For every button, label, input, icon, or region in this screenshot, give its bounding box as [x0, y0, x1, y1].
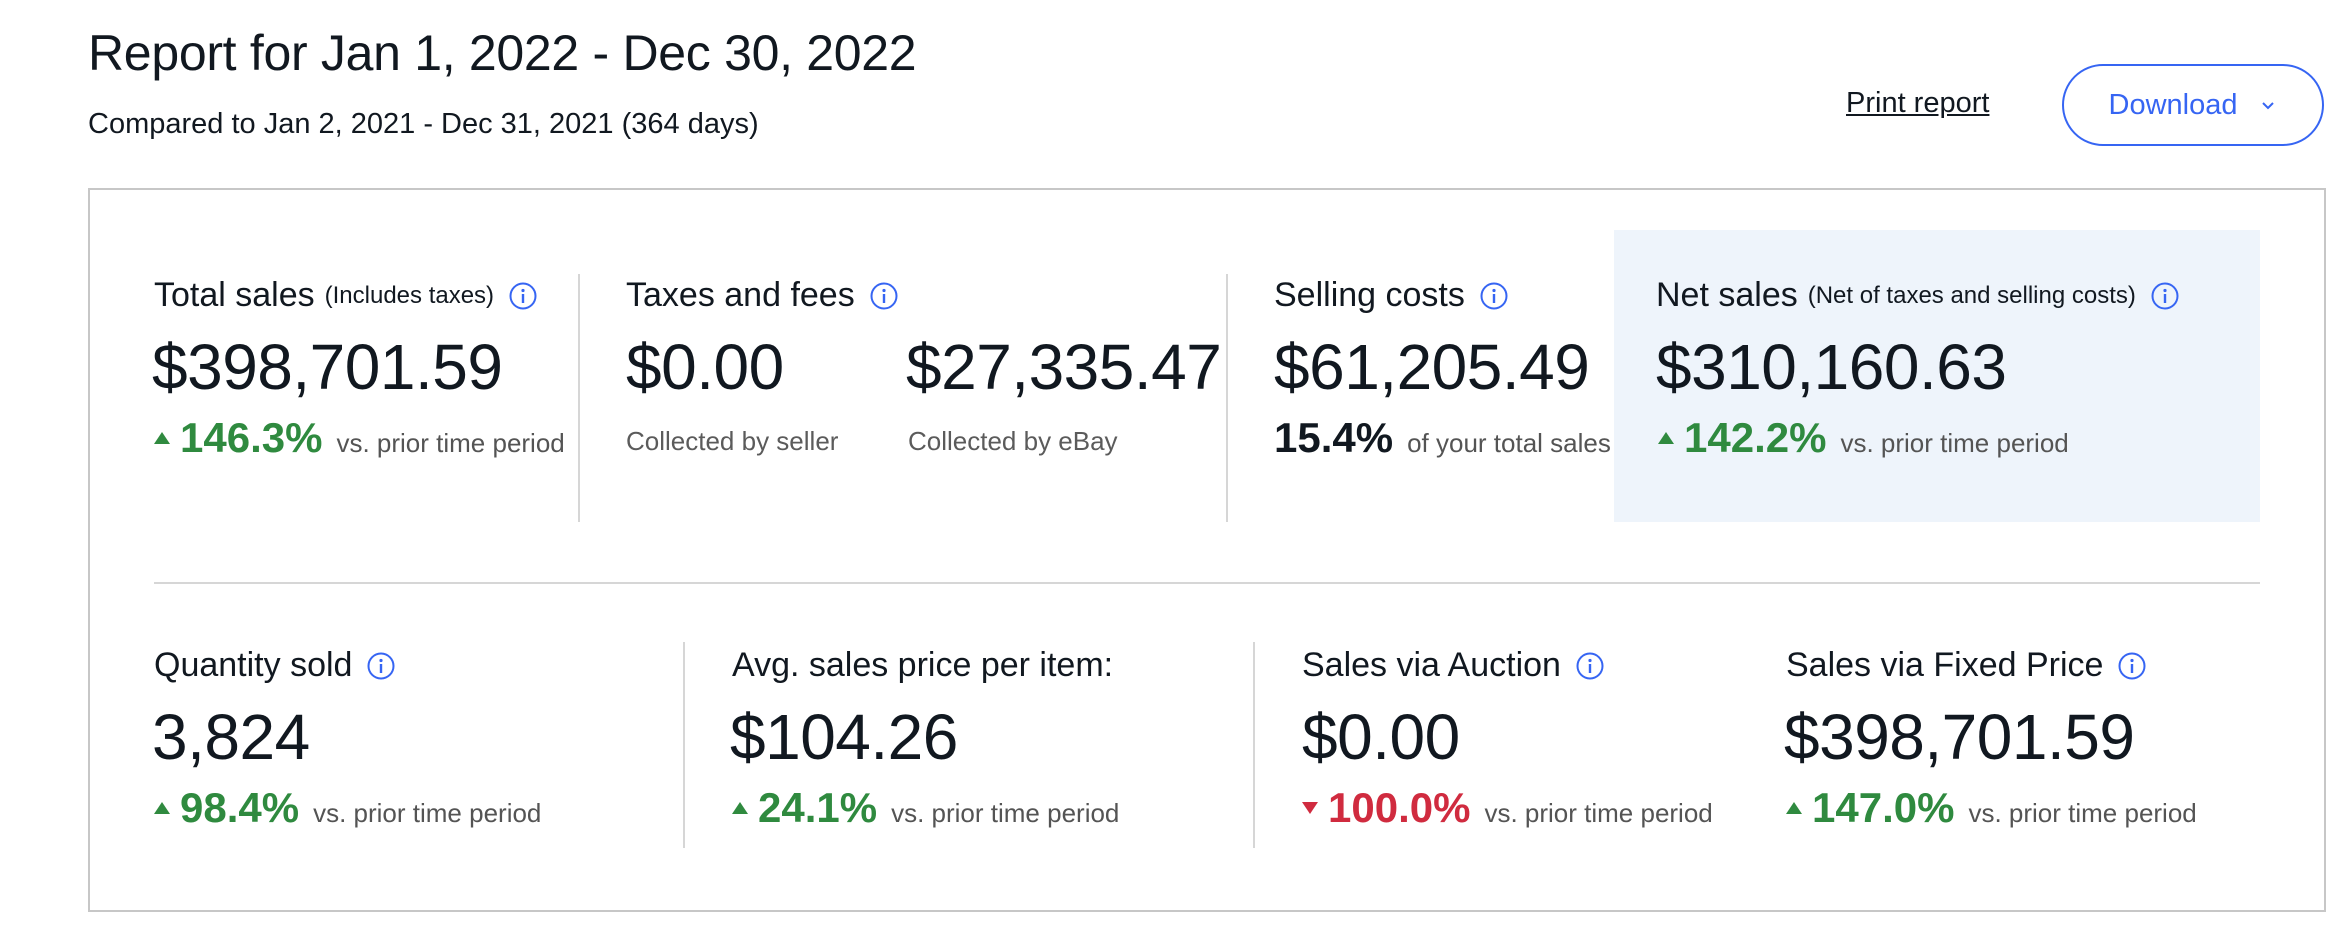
- net-sales-change: 142.2% vs. prior time period: [1658, 414, 2069, 462]
- net-sales-highlight: [1614, 230, 2260, 522]
- taxes-ebay-value: $27,335.47: [906, 331, 1222, 403]
- info-icon[interactable]: [508, 281, 538, 311]
- taxes-ebay-caption: Collected by eBay: [908, 426, 1118, 456]
- avg-price-change: 24.1% vs. prior time period: [732, 784, 1119, 832]
- info-icon[interactable]: [2117, 651, 2147, 681]
- divider: [683, 642, 685, 848]
- auction-sales-value: $0.00: [1302, 701, 1460, 773]
- triangle-up-icon: [1658, 432, 1674, 444]
- auction-sales-label: Sales via Auction: [1302, 646, 1605, 685]
- total-sales-change: 146.3% vs. prior time period: [154, 414, 565, 462]
- triangle-up-icon: [1786, 802, 1802, 814]
- auction-sales-change: 100.0% vs. prior time period: [1302, 784, 1713, 832]
- divider: [578, 274, 580, 522]
- info-icon[interactable]: [366, 651, 396, 681]
- total-sales-label: Total sales (Includes taxes): [154, 276, 538, 315]
- metrics-panel: [88, 188, 2326, 912]
- net-sales-value: $310,160.63: [1656, 331, 2007, 403]
- taxes-seller-value: $0.00: [626, 331, 784, 403]
- selling-costs-label: Selling costs: [1274, 276, 1509, 315]
- chevron-down-icon: [2262, 102, 2275, 110]
- avg-price-value: $104.26: [730, 701, 958, 773]
- info-icon[interactable]: [1479, 281, 1509, 311]
- fixed-price-sales-value: $398,701.59: [1784, 701, 2135, 773]
- avg-price-label: Avg. sales price per item:: [732, 646, 1114, 684]
- info-icon[interactable]: [1575, 651, 1605, 681]
- quantity-sold-change: 98.4% vs. prior time period: [154, 784, 541, 832]
- quantity-sold-value: 3,824: [152, 701, 310, 773]
- comparison-period: Compared to Jan 2, 2021 - Dec 31, 2021 (…: [88, 108, 759, 140]
- triangle-up-icon: [154, 432, 170, 444]
- taxes-fees-label: Taxes and fees: [626, 276, 899, 315]
- taxes-seller-caption: Collected by seller: [626, 426, 839, 456]
- info-icon[interactable]: [2150, 281, 2180, 311]
- divider: [1253, 642, 1255, 848]
- net-sales-label: Net sales (Net of taxes and selling cost…: [1656, 276, 2180, 315]
- page-title: Report for Jan 1, 2022 - Dec 30, 2022: [88, 25, 917, 81]
- fixed-price-sales-change: 147.0% vs. prior time period: [1786, 784, 2197, 832]
- triangle-down-icon: [1302, 802, 1318, 814]
- selling-costs-percent: 15.4% of your total sales: [1274, 414, 1611, 461]
- row-divider: [154, 582, 2260, 584]
- divider: [1226, 274, 1228, 522]
- download-button[interactable]: Download: [2062, 64, 2324, 146]
- quantity-sold-label: Quantity sold: [154, 646, 396, 685]
- fixed-price-sales-label: Sales via Fixed Price: [1786, 646, 2147, 685]
- selling-costs-value: $61,205.49: [1274, 331, 1590, 403]
- total-sales-value: $398,701.59: [152, 331, 503, 403]
- triangle-up-icon: [732, 802, 748, 814]
- triangle-up-icon: [154, 802, 170, 814]
- download-label: Download: [2108, 88, 2238, 121]
- print-report-link[interactable]: Print report: [1846, 87, 1990, 119]
- info-icon[interactable]: [869, 281, 899, 311]
